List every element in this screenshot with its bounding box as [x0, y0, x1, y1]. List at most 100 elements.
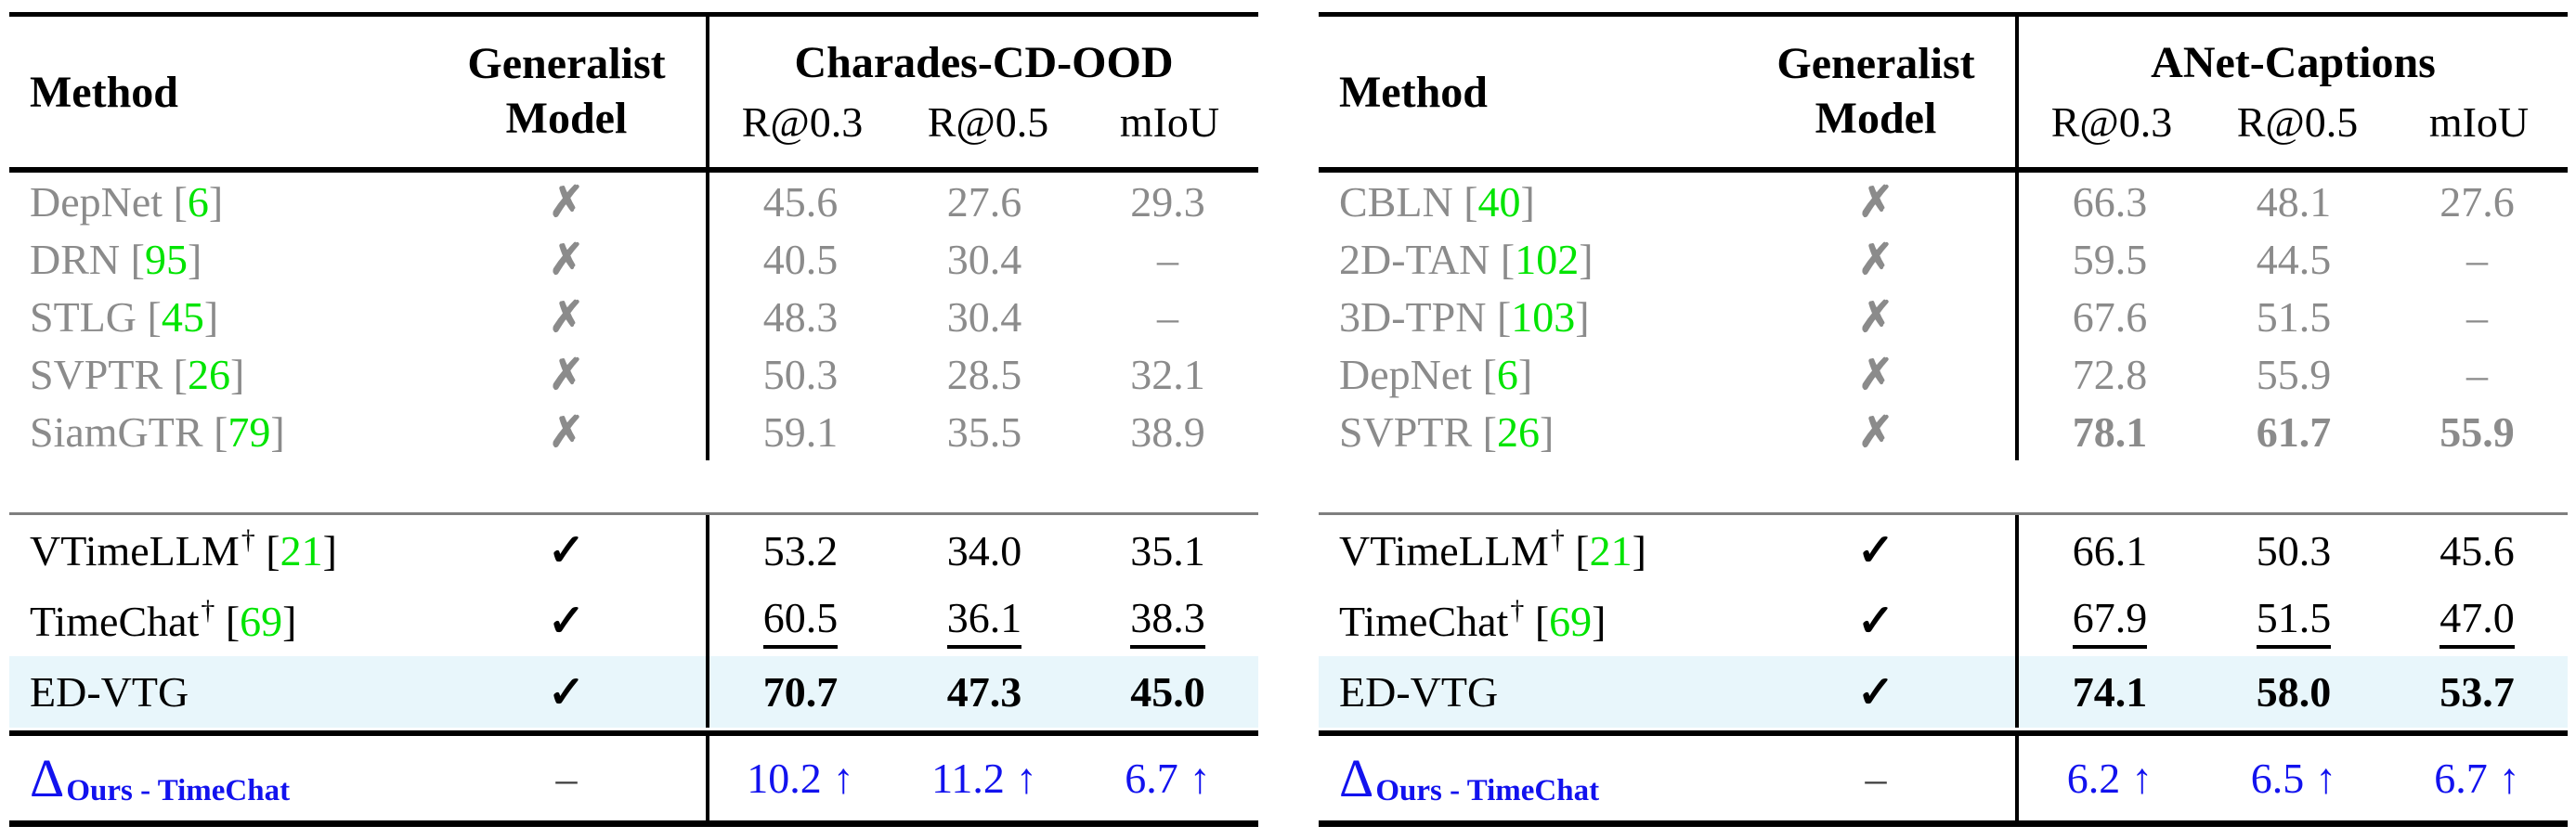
col-header-r03: R@0.3: [2050, 98, 2173, 146]
method-cell: SiamGTR [79]: [9, 403, 427, 460]
generalist-section: VTimeLLM† [21] ✓ 66.1 50.3 45.6 TimeChat† [69…: [1319, 515, 2568, 728]
generalist-cell: ✗: [427, 230, 706, 288]
method-cell: VTimeLLM† [21]: [1319, 515, 1737, 586]
metric-value: 27.6: [2439, 177, 2515, 226]
table-row-svptr: SVPTR [26] ✗ 78.1 61.7 55.9: [1319, 403, 2568, 460]
header-rule: [1319, 167, 2568, 173]
citation-number: 21: [1589, 526, 1633, 574]
value-cell: 70.7: [706, 656, 891, 728]
dagger-mark: †: [1550, 523, 1565, 555]
method-label: SVPTR [26]: [1339, 407, 1555, 456]
delta-subscript: Ours - TimeChat: [66, 774, 291, 807]
value-cell: 48.1: [2201, 173, 2387, 230]
dash-placeholder: –: [555, 755, 578, 802]
delta-value: 11.2: [931, 755, 1005, 802]
generalist-cell: ✗: [1737, 173, 2015, 230]
method-name: VTimeLLM: [30, 526, 240, 574]
table-row-drn: DRN [95] ✗ 40.5 30.4 –: [9, 230, 1258, 288]
delta-value: 6.7: [2434, 755, 2488, 802]
metric-headers: R@0.3 R@0.5 mIoU: [709, 97, 1258, 147]
benchmark-group-header: ANet-Captions R@0.3 R@0.5 mIoU: [2015, 17, 2568, 167]
col-header-r05: R@0.5: [2236, 98, 2359, 146]
citation-number: 79: [228, 407, 271, 456]
table-row-cbln: CBLN [40] ✗ 66.3 48.1 27.6: [1319, 173, 2568, 230]
col-header-generalist: Generalist Model: [427, 17, 706, 167]
table-row-vtimellm: VTimeLLM† [21] ✓ 66.1 50.3 45.6: [1319, 515, 2568, 586]
value-cell: 55.9: [2201, 345, 2387, 403]
cross-icon: ✗: [548, 178, 585, 226]
method-name: SVPTR: [30, 350, 163, 398]
citation-number: 45: [161, 292, 204, 341]
method-name: DepNet: [30, 177, 163, 226]
delta-value: 10.2: [747, 755, 822, 802]
citation-number: 95: [144, 235, 188, 283]
method-cell: ED-VTG: [9, 656, 427, 728]
generalist-cell: ✓: [1737, 656, 2015, 728]
method-name: 3D-TPN: [1339, 292, 1487, 341]
value-cell: 45.0: [1077, 656, 1258, 728]
metric-value: 72.8: [2072, 350, 2148, 398]
value-cell: 44.5: [2201, 230, 2387, 288]
value-cell: –: [1077, 288, 1258, 345]
table-header: Method Generalist Model Charades-CD-OOD …: [9, 17, 1258, 167]
value-cell: 30.4: [891, 288, 1077, 345]
metric-value: 51.5: [2256, 292, 2332, 341]
bottom-rule: [1319, 820, 2568, 827]
metric-value: 67.9: [2072, 593, 2148, 649]
metric-value: 58.0: [2256, 668, 2332, 716]
value-cell: –: [1077, 230, 1258, 288]
metric-value: 70.7: [762, 668, 839, 716]
value-cell: 47.0: [2387, 586, 2568, 656]
delta-subscript: Ours - TimeChat: [1375, 774, 1600, 807]
metric-value: 28.5: [946, 350, 1022, 398]
metric-value: –: [2466, 350, 2488, 398]
table-row-ed-vtg: ED-VTG ✓ 74.1 58.0 53.7: [1319, 656, 2568, 728]
method-label: ED-VTG: [1339, 667, 1498, 716]
value-cell: 53.7: [2387, 656, 2568, 728]
col-header-r03: R@0.3: [741, 98, 864, 146]
metric-value: 35.1: [1130, 526, 1205, 574]
generalist-cell: ✗: [427, 173, 706, 230]
metric-value: 55.9: [2439, 407, 2515, 456]
value-cell: 55.9: [2387, 403, 2568, 460]
generalist-line1: Generalist: [467, 39, 666, 89]
metric-value: 48.3: [762, 292, 839, 341]
cross-icon: ✗: [1857, 293, 1894, 341]
generalist-cell: ✗: [427, 345, 706, 403]
metric-value: –: [1157, 235, 1178, 283]
value-cell: 59.5: [2015, 230, 2201, 288]
method-name: ED-VTG: [1339, 668, 1499, 716]
value-cell: 67.6: [2015, 288, 2201, 345]
metric-value: 36.1: [946, 593, 1022, 649]
dagger-mark: †: [201, 594, 215, 626]
value-cell: 32.1: [1077, 345, 1258, 403]
metric-value: 40.5: [762, 235, 839, 283]
value-cell: 59.1: [706, 403, 891, 460]
generalist-line1: Generalist: [1776, 39, 1975, 89]
value-cell: 30.4: [891, 230, 1077, 288]
check-icon: ✓: [1856, 667, 1895, 717]
col-header-generalist: Generalist Model: [1737, 17, 2015, 167]
method-name: SVPTR: [1339, 407, 1473, 456]
metric-value: 55.9: [2256, 350, 2332, 398]
results-table-anet: Method Generalist Model ANet-Captions R@…: [1319, 12, 2568, 827]
bottom-rule: [9, 820, 1258, 827]
delta-symbol: Δ: [30, 748, 65, 808]
value-cell: 50.3: [706, 345, 891, 403]
generalist-cell: ✓: [1737, 515, 2015, 586]
up-arrow-icon: ↑: [2315, 755, 2337, 802]
specialist-section: DepNet [6] ✗ 45.6 27.6 29.3 DRN [95] ✗ 40.5 30.4…: [9, 173, 1258, 512]
method-cell: SVPTR [26]: [9, 345, 427, 403]
metric-value: 38.3: [1130, 593, 1205, 649]
value-cell: –: [2387, 345, 2568, 403]
table-row-timechat: TimeChat† [69] ✓ 67.9 51.5 47.0: [1319, 586, 2568, 656]
method-label: DepNet [6]: [1339, 350, 1533, 398]
metric-value: 60.5: [762, 593, 839, 649]
metric-value: 53.2: [762, 526, 839, 574]
metric-value: 67.6: [2072, 292, 2148, 341]
value-cell: 35.5: [891, 403, 1077, 460]
value-cell: 38.9: [1077, 403, 1258, 460]
method-label: ED-VTG: [30, 667, 189, 716]
delta-value-cell: 6.5 ↑: [2201, 736, 2387, 820]
